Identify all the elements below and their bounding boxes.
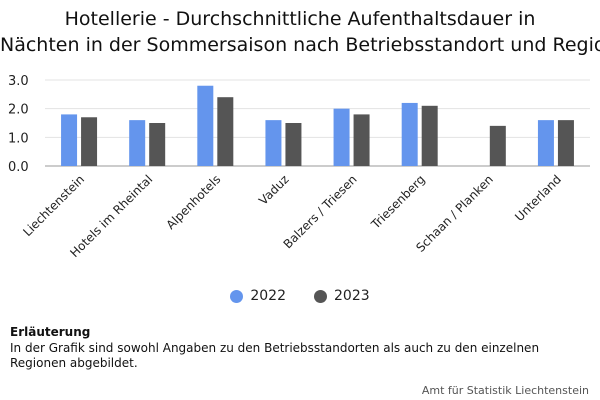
source-credit: Amt für Statistik Liechtenstein — [421, 384, 589, 397]
legend-marker-2022 — [230, 289, 244, 303]
legend-marker-2023 — [314, 289, 327, 303]
bar-2022-0 — [61, 114, 78, 166]
x-tick-label: Triesenberg — [368, 172, 428, 232]
x-tick-label: Schaan / Planken — [413, 172, 496, 255]
bar-2023-0 — [81, 117, 98, 166]
bar-2023-6 — [489, 125, 506, 166]
legend-label-2022: 2022 — [250, 288, 286, 304]
bar-2022-2 — [197, 85, 214, 166]
chart-legend: 2022 2023 — [0, 288, 600, 304]
note-text: In der Grafik sind sowohl Angaben zu den… — [10, 341, 540, 370]
y-tick-label: 1.0 — [8, 131, 29, 146]
x-tick-label: Alpenhotels — [163, 172, 223, 232]
bar-2022-1 — [129, 120, 146, 166]
legend-label-2023: 2023 — [334, 288, 370, 304]
note-heading: Erläuterung — [10, 325, 91, 339]
bar-2022-4 — [333, 108, 350, 166]
x-tick-label: Balzers / Triesen — [281, 172, 360, 251]
legend-item-2022[interactable]: 2022 — [230, 288, 286, 304]
y-tick-label: 3.0 — [8, 74, 29, 89]
bar-2023-5 — [421, 105, 438, 166]
y-tick-label: 0.0 — [8, 160, 29, 175]
bar-2023-1 — [149, 123, 166, 166]
x-tick-label: Unterland — [512, 172, 564, 224]
legend-item-2023[interactable]: 2023 — [314, 288, 370, 304]
bar-2022-5 — [401, 102, 418, 166]
x-tick-label: Vaduz — [256, 172, 291, 207]
bar-2023-7 — [557, 120, 574, 166]
x-tick-label: Liechtenstein — [20, 172, 87, 239]
y-tick-label: 2.0 — [8, 103, 29, 118]
chart-title-line-2: Nächten in der Sommersaison nach Betrieb… — [0, 34, 600, 56]
bar-2023-2 — [217, 97, 234, 166]
bar-2022-7 — [537, 120, 554, 166]
bar-2022-3 — [265, 120, 282, 166]
bar-2023-3 — [285, 123, 302, 166]
chart-title-line-1: Hotellerie - Durchschnittliche Aufenthal… — [64, 8, 536, 30]
bar-2023-4 — [353, 114, 370, 166]
